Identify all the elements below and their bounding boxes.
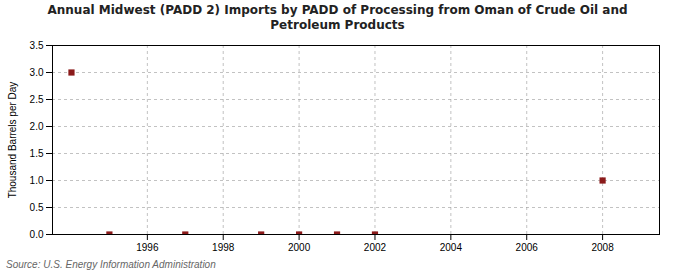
svg-text:1.0: 1.0 bbox=[30, 175, 44, 186]
svg-text:2004: 2004 bbox=[440, 242, 463, 253]
svg-text:2002: 2002 bbox=[364, 242, 387, 253]
svg-text:0.5: 0.5 bbox=[30, 202, 44, 213]
html-text:Annual Midwest (PADD 2) Import: Annual Midwest (PADD 2) Imports by PADD … bbox=[47, 3, 628, 32]
svg-text:2008: 2008 bbox=[591, 242, 614, 253]
svg-text:2000: 2000 bbox=[288, 242, 311, 253]
svg-text:2006: 2006 bbox=[516, 242, 539, 253]
svg-text:1998: 1998 bbox=[212, 242, 235, 253]
svg-text:2.5: 2.5 bbox=[30, 94, 44, 105]
svg-text:2.0: 2.0 bbox=[30, 121, 44, 132]
svg-text:3.5: 3.5 bbox=[30, 40, 44, 51]
svg-text:1.5: 1.5 bbox=[30, 148, 44, 159]
svg-text:3.0: 3.0 bbox=[30, 67, 44, 78]
svg-text:0.0: 0.0 bbox=[30, 229, 44, 240]
svg-text:1996: 1996 bbox=[136, 242, 159, 253]
svg-text:Thousand Barrels per Day: Thousand Barrels per Day bbox=[7, 82, 18, 199]
html-text:Source: U.S. Energy Informatio: Source: U.S. Energy Information Administ… bbox=[6, 259, 216, 270]
